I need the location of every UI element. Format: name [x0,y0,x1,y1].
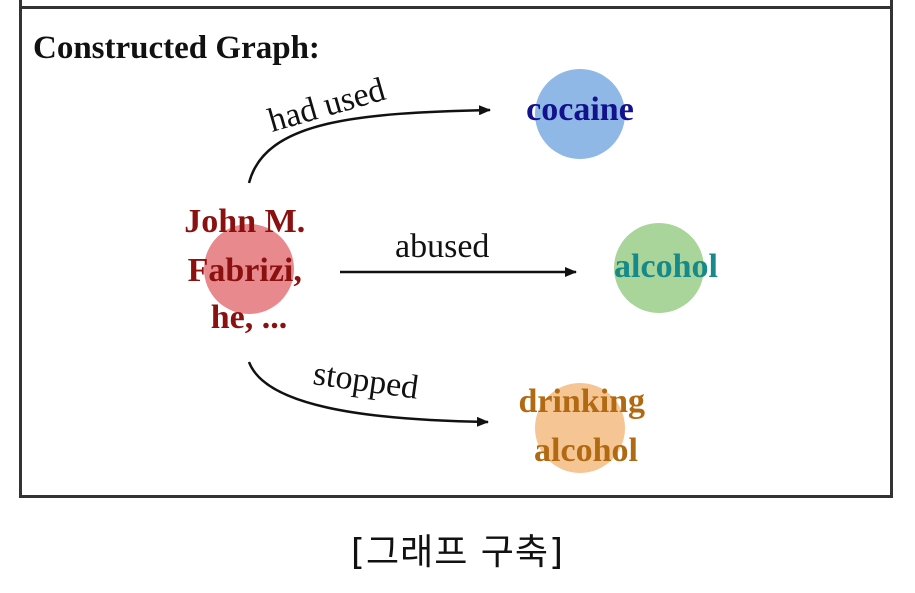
subject-label-line-1: John M. [184,203,305,240]
cocaine-label-line-1: cocaine [526,91,634,128]
edge-had-used-arrow [247,105,491,184]
subject-node-circle [204,224,294,314]
cocaine-node-label: cocaine [526,91,634,128]
edge-label-abused: abused [395,228,489,265]
subject-node-label: John M. Fabrizi, he, ... [184,203,313,336]
alcohol-node-circle [614,223,704,313]
edge-label-had-used: had used [264,71,389,140]
edge-stopped-arrow [247,361,489,427]
edge-label-stopped: stopped [311,355,421,406]
graph-heading: Constructed Graph: [33,30,320,66]
figure-caption: [그래프 구축] [350,532,565,573]
knowledge-graph: Constructed Graph: had used abused stopp… [33,30,718,473]
diagram-frame [19,0,893,498]
drinking-label-line-2: alcohol [534,432,638,469]
drinking-alcohol-node-label: drinking alcohol [518,383,653,469]
alcohol-node-label: alcohol [614,248,718,285]
cocaine-node-circle [535,69,625,159]
drinking-alcohol-node-circle [535,383,625,473]
alcohol-label-line-1: alcohol [614,248,718,285]
frame-top-border [19,6,893,9]
subject-label-line-3: he, ... [211,299,288,336]
subject-label-line-2: Fabrizi, [188,252,302,289]
drinking-label-line-1: drinking [518,383,645,420]
